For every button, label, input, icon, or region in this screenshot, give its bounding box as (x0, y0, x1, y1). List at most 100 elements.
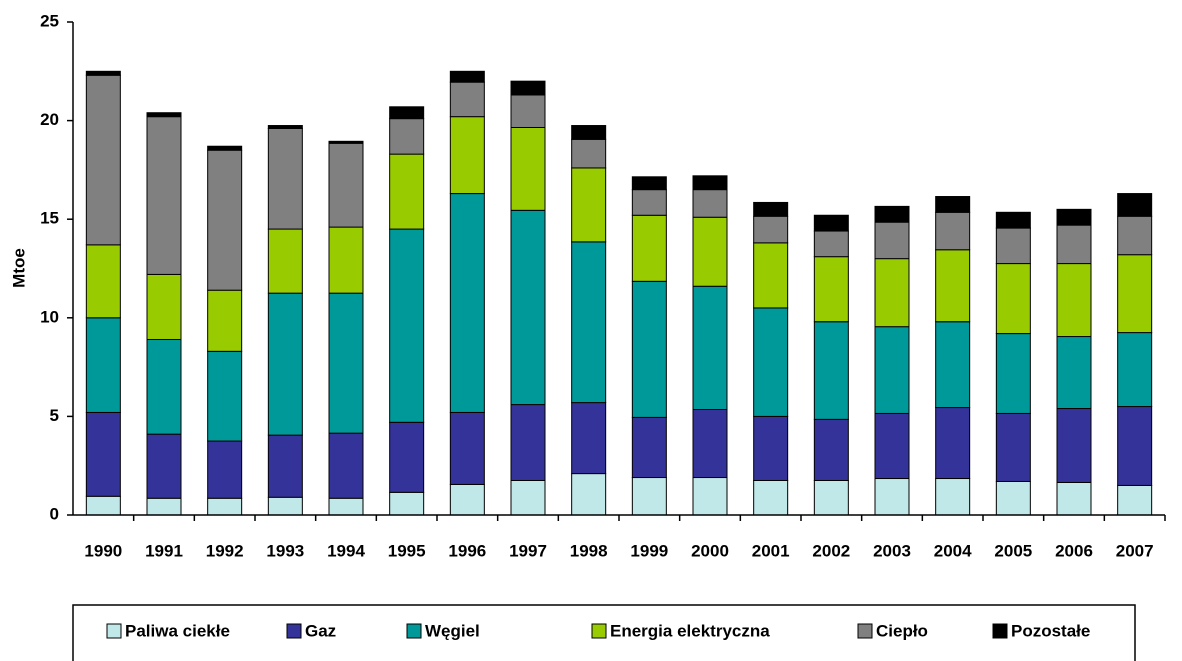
bar-segment (935, 407, 971, 480)
x-tick-label: 1993 (266, 541, 304, 560)
y-tick-label: 5 (50, 406, 59, 425)
y-tick-label: 20 (40, 110, 59, 129)
bar-segment (267, 292, 303, 436)
bar-segment (207, 350, 243, 442)
bar-segment (328, 292, 364, 434)
bar-segment (207, 289, 243, 352)
y-axis-label: Mtoe (9, 248, 28, 288)
legend-label: Paliwa ciekłe (125, 621, 230, 640)
bar-segment (510, 209, 546, 406)
legend-label: Energia elektryczna (610, 621, 770, 640)
bar-segment (1117, 215, 1153, 256)
bar-segment (874, 478, 910, 516)
bar-segment (935, 211, 971, 251)
x-tick-label: 1995 (388, 541, 426, 560)
bar-segment (449, 70, 485, 83)
bar-segment (1117, 332, 1153, 408)
bar-segment (935, 249, 971, 323)
bar-segment (935, 478, 971, 516)
bar-segment (1056, 208, 1092, 226)
bar-segment (389, 228, 425, 423)
bar-segment (753, 415, 789, 481)
bar-segment (1056, 224, 1092, 265)
bar-segment (813, 479, 849, 516)
bar-segment (813, 230, 849, 258)
bar-segment (449, 116, 485, 195)
bar-segment (753, 242, 789, 309)
bar-segment (267, 228, 303, 294)
bar-segment (813, 256, 849, 323)
x-tick-label: 2000 (691, 541, 729, 560)
bar-segment (1056, 263, 1092, 338)
bar-segment (995, 412, 1031, 482)
legend-label: Gaz (305, 621, 336, 640)
bar-segment (85, 70, 121, 76)
bar-segment (146, 116, 182, 275)
bar-segment (631, 176, 667, 191)
x-tick-label: 1992 (206, 541, 244, 560)
y-tick-label: 15 (40, 209, 59, 228)
bar-segment (1056, 408, 1092, 483)
bar-segment (995, 263, 1031, 335)
bar-segment (692, 175, 728, 191)
bar-segment (692, 216, 728, 287)
bar-segment (813, 321, 849, 420)
bar-segment (328, 226, 364, 294)
bar-segment (692, 477, 728, 516)
legend-swatch (286, 623, 302, 639)
bar-segment (1117, 484, 1153, 516)
bar-segment (510, 94, 546, 129)
bar-segment (571, 402, 607, 475)
bar-segment (874, 221, 910, 260)
bar-segment (146, 338, 182, 435)
bar-segment (389, 491, 425, 516)
bar-segment (571, 241, 607, 404)
bar-segment (510, 404, 546, 481)
legend-label: Pozostałe (1011, 621, 1090, 640)
x-tick-label: 2004 (934, 541, 972, 560)
bar-segment (692, 189, 728, 218)
x-tick-label: 1994 (327, 541, 365, 560)
bar-segment (995, 333, 1031, 414)
legend-swatch (992, 623, 1008, 639)
bar-segment (267, 125, 303, 129)
bar-segment (935, 196, 971, 213)
bar-segment (85, 317, 121, 413)
legend-swatch (591, 623, 607, 639)
bar-segment (571, 138, 607, 169)
bar-segment (1117, 254, 1153, 334)
bar-segment (207, 145, 243, 151)
x-tick-label: 2002 (812, 541, 850, 560)
x-tick-label: 1991 (145, 541, 183, 560)
bar-segment (267, 127, 303, 230)
bar-segment (146, 112, 182, 118)
bar-segment (449, 81, 485, 118)
y-tick-label: 0 (50, 504, 59, 523)
x-tick-label: 1997 (509, 541, 547, 560)
bar-segment (874, 326, 910, 414)
bar-segment (813, 418, 849, 481)
bar-segment (874, 258, 910, 328)
bar-segment (631, 214, 667, 282)
x-tick-label: 1996 (448, 541, 486, 560)
legend-label: Ciepło (876, 621, 928, 640)
x-tick-label: 2005 (994, 541, 1032, 560)
bar-segment (510, 479, 546, 516)
bar-segment (631, 416, 667, 479)
bar-segment (146, 433, 182, 499)
bar-segment (449, 193, 485, 413)
bar-segment (753, 215, 789, 244)
bar-segment (207, 497, 243, 516)
bar-segment (267, 496, 303, 516)
bar-segment (146, 273, 182, 340)
bar-segment (753, 201, 789, 217)
bar-segment (328, 432, 364, 499)
bar-segment (571, 167, 607, 243)
x-tick-label: 1998 (570, 541, 608, 560)
y-tick-label: 10 (40, 307, 59, 326)
legend-swatch (857, 623, 873, 639)
bar-segment (1056, 336, 1092, 410)
bar-segment (389, 106, 425, 120)
bar-segment (1117, 406, 1153, 486)
